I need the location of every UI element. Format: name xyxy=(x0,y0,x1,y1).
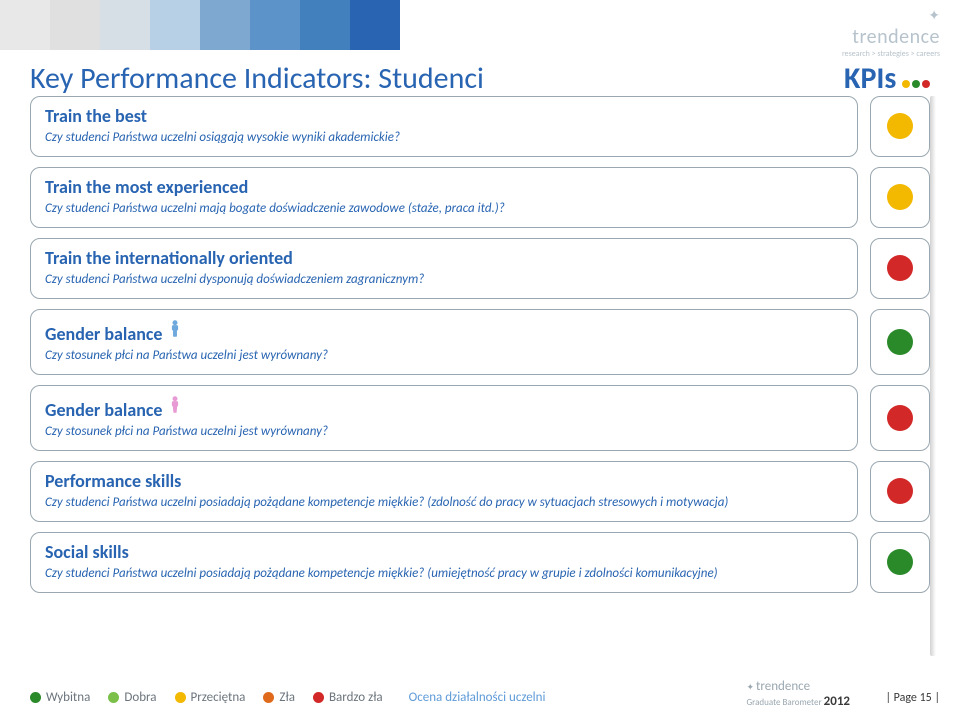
brand-name: trendence xyxy=(842,25,940,49)
card-desc: Czy stosunek płci na Państwa uczelni jes… xyxy=(45,349,843,364)
legend-tail: Ocena działalności uczelni xyxy=(409,690,546,705)
kpi-row: Train the best Czy studenci Państwa uczel… xyxy=(30,96,930,157)
female-icon xyxy=(168,394,182,421)
legend: Wybitna Dobra Przeciętna Zła Bardzo zła Ocena… xyxy=(30,690,545,705)
legend-label: Dobra xyxy=(124,690,156,705)
card-title: Performance skills xyxy=(45,470,843,492)
kpi-card: Performance skills Czy studenci Państwa u… xyxy=(30,461,858,522)
status-light xyxy=(887,549,913,575)
strip-block xyxy=(150,0,200,50)
kpi-text: KPIs xyxy=(844,60,896,97)
status-light-box xyxy=(870,385,930,451)
male-icon xyxy=(168,318,182,345)
legend-dot xyxy=(30,692,41,703)
legend-label: Zła xyxy=(279,690,295,705)
legend-dot xyxy=(313,692,324,703)
kpi-dot xyxy=(922,80,930,88)
strip-block xyxy=(300,0,350,50)
card-title: Gender balance xyxy=(45,318,843,345)
status-light xyxy=(887,184,913,210)
strip-block xyxy=(50,0,100,50)
kpi-row: Gender balance Czy stosunek płci na Państ… xyxy=(30,385,930,451)
brand-top: ✦ trendence research > strategies > care… xyxy=(842,6,940,59)
page-title: Key Performance Indicators: Studenci xyxy=(30,60,484,97)
legend-dot xyxy=(108,692,119,703)
footer-year: 2012 xyxy=(824,694,850,709)
kpi-card: Train the most experienced Czy studenci P… xyxy=(30,167,858,228)
card-title: Train the best xyxy=(45,105,843,127)
footer-brand: ✦ trendence Graduate Barometer 2012 xyxy=(746,679,850,709)
card-desc: Czy studenci Państwa uczelni dysponują d… xyxy=(45,273,843,288)
status-light-box xyxy=(870,461,930,522)
kpi-dot xyxy=(912,80,920,88)
status-light-box xyxy=(870,532,930,593)
legend-label: Wybitna xyxy=(46,690,90,705)
footer-brand-name: trendence xyxy=(756,679,810,694)
legend-item: Zła xyxy=(263,690,295,705)
header-strip xyxy=(0,0,400,50)
sparkle-icon: ✦ xyxy=(746,682,756,693)
sparkle-icon: ✦ xyxy=(928,7,940,24)
kpi-row: Train the internationally oriented Czy st… xyxy=(30,238,930,299)
kpi-row: Train the most experienced Czy studenci P… xyxy=(30,167,930,228)
brand-tagline: research > strategies > careers xyxy=(842,49,940,59)
kpi-card: Gender balance Czy stosunek płci na Państ… xyxy=(30,385,858,451)
kpi-row: Performance skills Czy studenci Państwa u… xyxy=(30,461,930,522)
strip-block xyxy=(200,0,250,50)
strip-block xyxy=(0,0,50,50)
strip-block xyxy=(350,0,400,50)
shadow-strip xyxy=(930,96,936,656)
legend-item: Dobra xyxy=(108,690,156,705)
kpi-card: Train the best Czy studenci Państwa uczel… xyxy=(30,96,858,157)
legend-item: Przeciętna xyxy=(175,690,246,705)
status-light-box xyxy=(870,96,930,157)
status-light xyxy=(887,405,913,431)
kpi-card: Social skills Czy studenci Państwa uczeln… xyxy=(30,532,858,593)
card-desc: Czy stosunek płci na Państwa uczelni jes… xyxy=(45,425,843,440)
card-desc: Czy studenci Państwa uczelni posiadają p… xyxy=(45,496,843,511)
kpi-badge: KPIs xyxy=(844,60,930,97)
legend-dot xyxy=(263,692,274,703)
legend-label: Przeciętna xyxy=(191,690,246,705)
legend-item: Bardzo zła xyxy=(313,690,383,705)
kpi-row: Gender balance Czy stosunek płci na Państ… xyxy=(30,309,930,375)
footer-brand-sub: Graduate Barometer xyxy=(746,697,821,708)
status-light xyxy=(887,478,913,504)
kpi-dots xyxy=(900,74,930,93)
kpi-dot xyxy=(902,80,910,88)
status-light xyxy=(887,329,913,355)
card-title: Social skills xyxy=(45,541,843,563)
legend-label: Bardzo zła xyxy=(329,690,383,705)
card-title: Train the internationally oriented xyxy=(45,247,843,269)
status-light-box xyxy=(870,238,930,299)
kpi-card: Gender balance Czy stosunek płci na Państ… xyxy=(30,309,858,375)
legend-item: Wybitna xyxy=(30,690,90,705)
status-light xyxy=(887,255,913,281)
status-light-box xyxy=(870,309,930,375)
kpi-card: Train the internationally oriented Czy st… xyxy=(30,238,858,299)
card-title: Train the most experienced xyxy=(45,176,843,198)
strip-block xyxy=(100,0,150,50)
page-number: | Page 15 | xyxy=(885,691,940,705)
status-light xyxy=(887,113,913,139)
status-light-box xyxy=(870,167,930,228)
card-desc: Czy studenci Państwa uczelni mają bogate… xyxy=(45,202,843,217)
card-desc: Czy studenci Państwa uczelni posiadają p… xyxy=(45,567,843,582)
content-area: Train the best Czy studenci Państwa uczel… xyxy=(30,96,930,603)
card-title: Gender balance xyxy=(45,394,843,421)
card-desc: Czy studenci Państwa uczelni osiągają wy… xyxy=(45,131,843,146)
kpi-row: Social skills Czy studenci Państwa uczeln… xyxy=(30,532,930,593)
strip-block xyxy=(250,0,300,50)
legend-dot xyxy=(175,692,186,703)
